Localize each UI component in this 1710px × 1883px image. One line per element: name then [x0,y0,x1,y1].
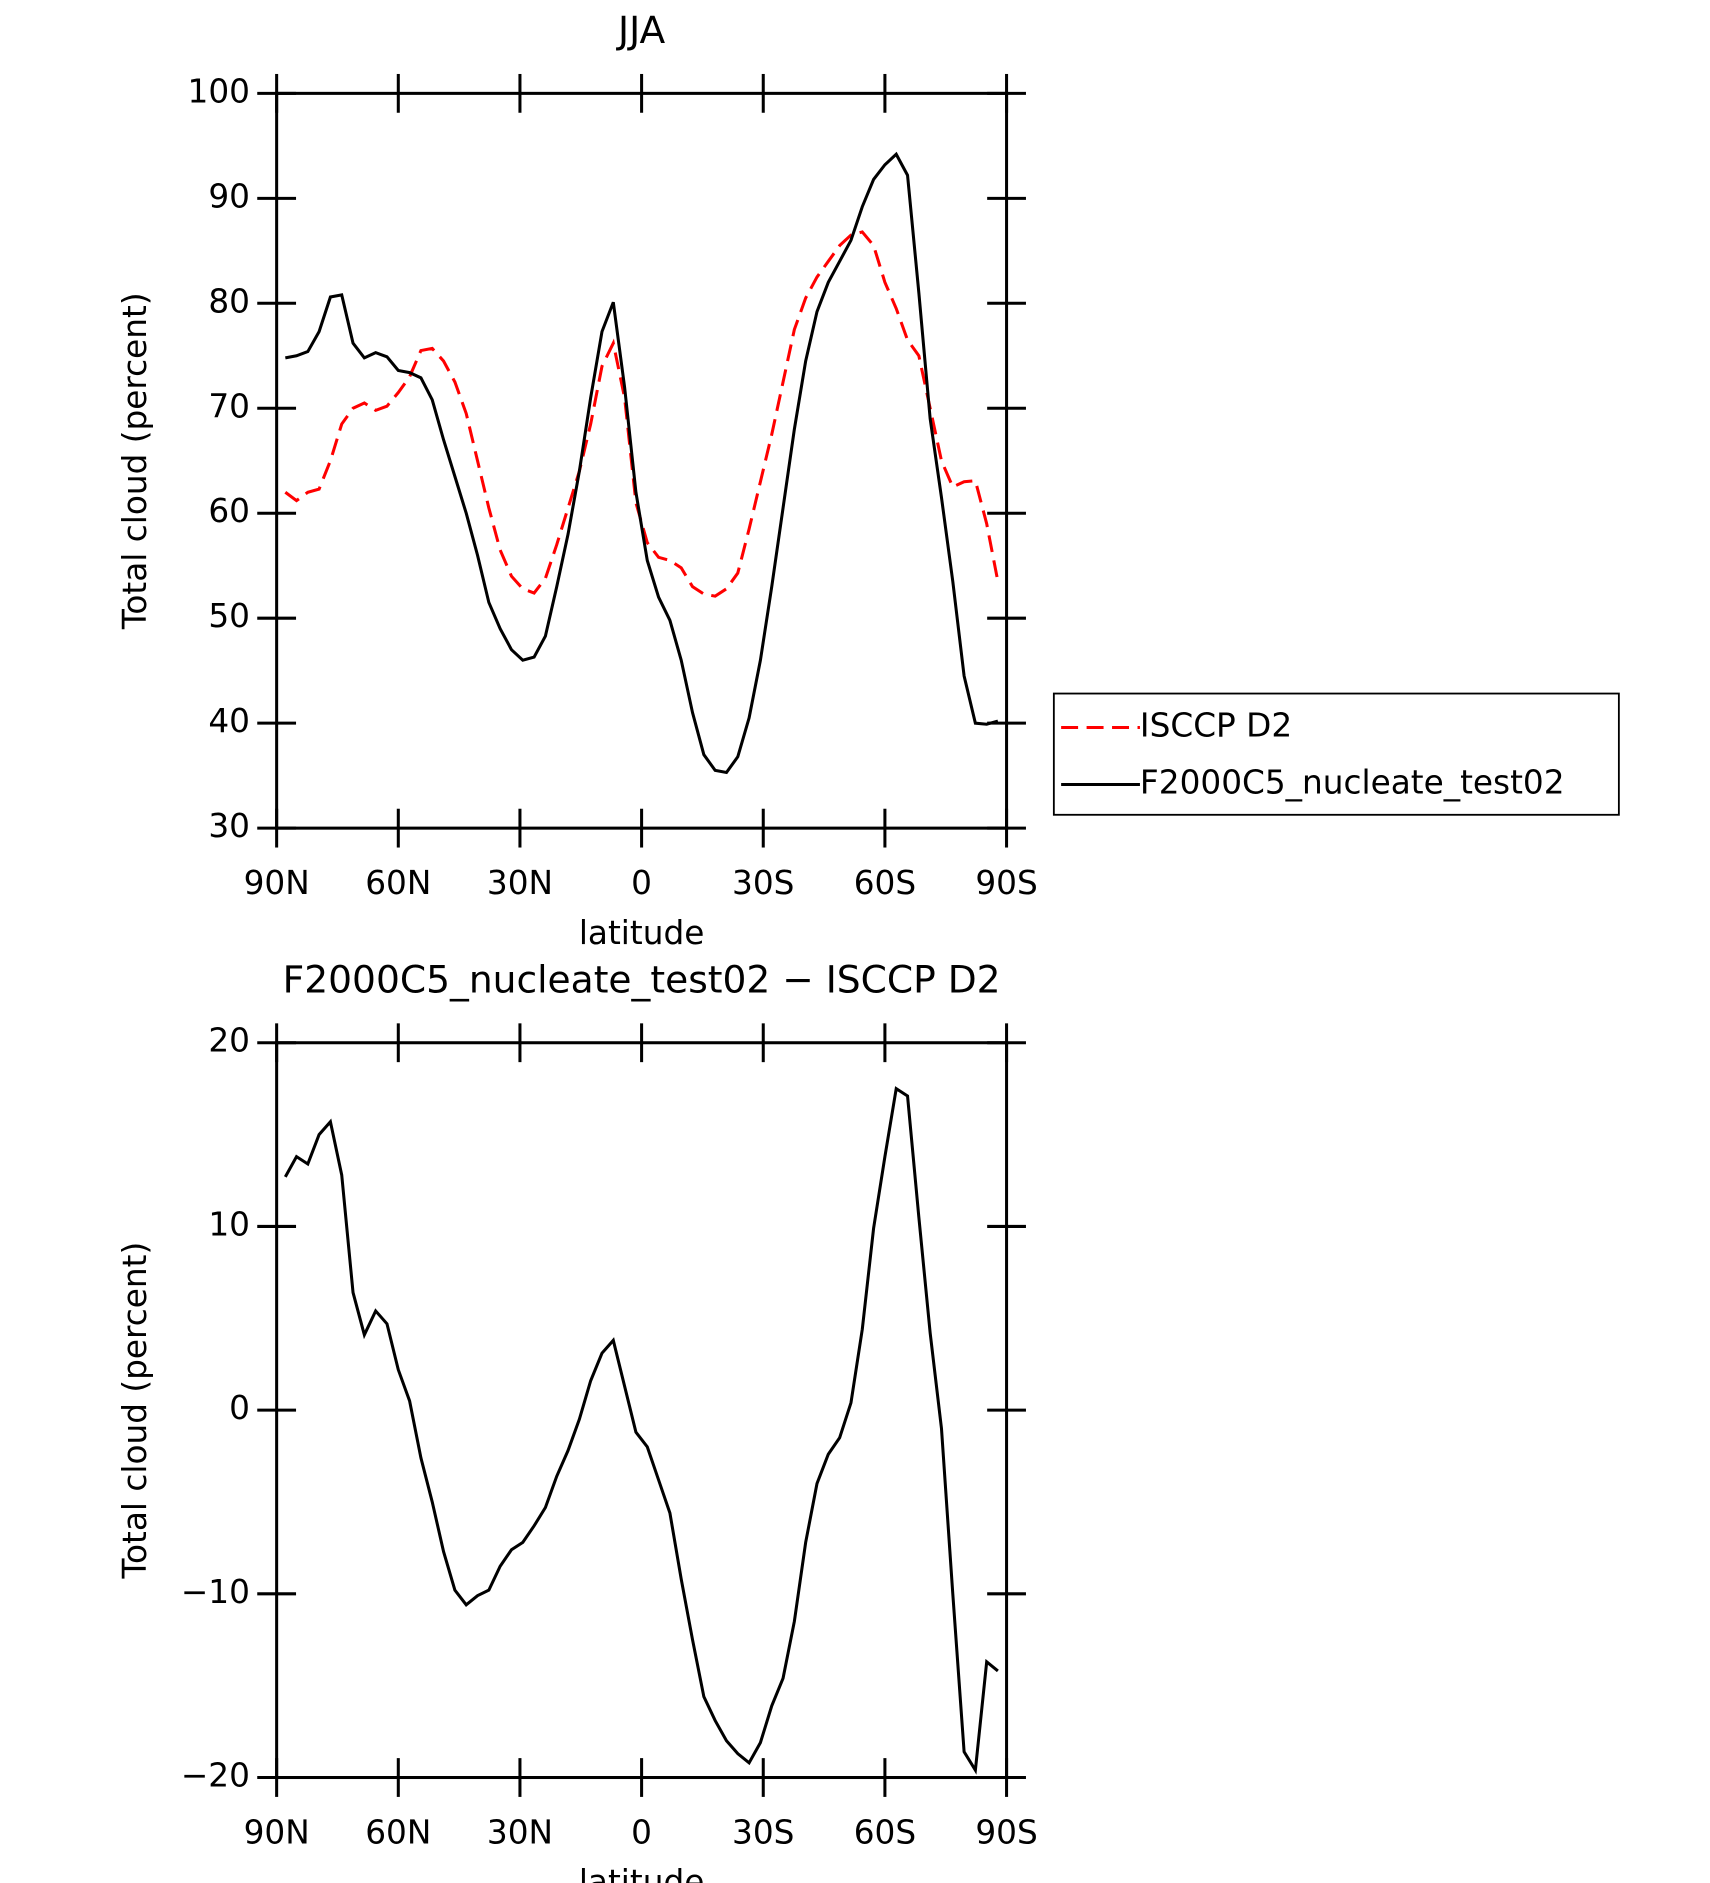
y-tick-label: 20 [208,1022,250,1060]
legend-label: ISCCP D2 [1140,706,1292,744]
x-tick-label: 90S [975,864,1037,902]
x-tick-label: 30N [487,864,553,902]
legend-box [1052,692,1620,816]
x-tick-label: 30S [732,1814,794,1852]
x-tick-label: 30S [732,864,794,902]
y-tick-label: 70 [208,387,250,425]
y-tick-label: −10 [181,1573,250,1611]
y-tick-label: 80 [208,282,250,320]
y-tick-label: 90 [208,177,250,215]
x-tick-label: 90S [975,1814,1037,1852]
x-tick-label: 0 [631,864,652,902]
legend-label: F2000C5_nucleate_test02 [1140,763,1565,801]
y-tick-label: 40 [208,702,250,740]
x-tick-label: 60N [365,864,431,902]
y-tick-label: 50 [208,597,250,635]
y-tick-label: −20 [181,1757,250,1795]
y-tick-label: 100 [188,72,250,110]
x-tick-label: 90N [244,1814,310,1852]
x-tick-label: 30N [487,1814,553,1852]
plot-frame [275,1041,1009,1780]
data-line [284,230,1000,598]
y-tick-label: 0 [229,1389,250,1427]
x-tick-label: 60N [365,1814,431,1852]
x-tick-label: 60S [854,1814,916,1852]
y-axis-label: Total cloud (percent) [116,1242,154,1580]
x-tick-label: 60S [854,864,916,902]
y-tick-label: 30 [208,807,250,845]
y-axis-label: Total cloud (percent) [116,292,154,630]
x-axis-label: latitude [579,1863,705,1883]
x-tick-label: 0 [631,1814,652,1852]
x-tick-label: 90N [244,864,310,902]
chart-title: JJA [616,8,666,52]
y-tick-label: 10 [208,1205,250,1243]
chart-title: F2000C5_nucleate_test02 − ISCCP D2 [283,958,1001,1002]
y-tick-label: 60 [208,492,250,530]
data-line [283,1086,999,1775]
plot-frame [275,91,1009,830]
x-axis-label: latitude [579,914,705,952]
data-line [285,151,999,775]
